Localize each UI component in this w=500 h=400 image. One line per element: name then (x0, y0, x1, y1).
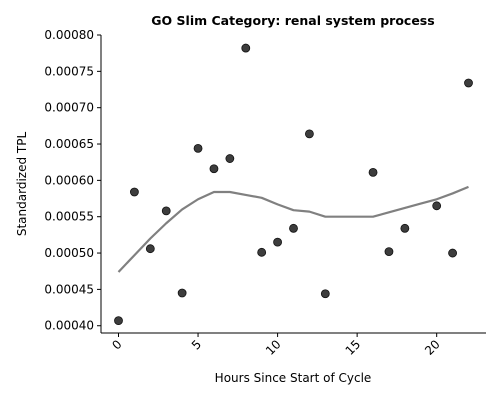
data-point (241, 43, 251, 53)
data-point (448, 248, 457, 258)
x-axis-label: Hours Since Start of Cycle (215, 371, 372, 385)
x-tick-label: 5 (189, 337, 204, 352)
x-ticks: 0 5 10 15 20 (109, 333, 443, 358)
data-point (289, 223, 298, 233)
chart-title: GO Slim Category: renal system process (151, 13, 434, 28)
x-tick-label: 15 (343, 337, 364, 358)
data-point (368, 167, 378, 177)
y-tick-label: 0.00070 (44, 101, 94, 115)
data-point (305, 129, 314, 139)
y-tick-label: 0.00055 (44, 210, 94, 224)
trend-line (117, 185, 469, 273)
x-tick-label: 10 (263, 337, 284, 358)
data-point (320, 289, 330, 299)
data-point (384, 247, 394, 256)
y-tick-label: 0.00075 (44, 64, 94, 78)
data-point (114, 316, 123, 326)
y-tick-label: 0.00080 (44, 28, 94, 42)
y-tick-label: 0.00040 (44, 319, 94, 333)
data-point (209, 164, 219, 174)
data-point (145, 244, 155, 254)
data-point (130, 187, 139, 197)
x-tick-label: 20 (422, 337, 443, 358)
data-point (464, 78, 473, 88)
x-tick-label: 0 (109, 337, 124, 352)
y-ticks: 0.00040 0.00045 0.00050 0.00055 0.00060 0.000… (44, 28, 101, 333)
y-tick-label: 0.00060 (44, 173, 94, 187)
data-point (273, 237, 282, 247)
data-point (161, 206, 171, 216)
data-point (432, 201, 442, 211)
data-point (400, 223, 410, 233)
y-tick-label: 0.00050 (44, 246, 94, 260)
data-point (177, 288, 187, 298)
data-point (225, 154, 235, 163)
data-point (193, 143, 203, 153)
y-tick-label: 0.00065 (44, 137, 94, 151)
axes (100, 35, 486, 334)
data-point (257, 247, 267, 257)
y-tick-label: 0.00045 (44, 282, 94, 296)
y-axis-label: Standardized TPL (15, 132, 29, 237)
plot-area (114, 43, 473, 326)
